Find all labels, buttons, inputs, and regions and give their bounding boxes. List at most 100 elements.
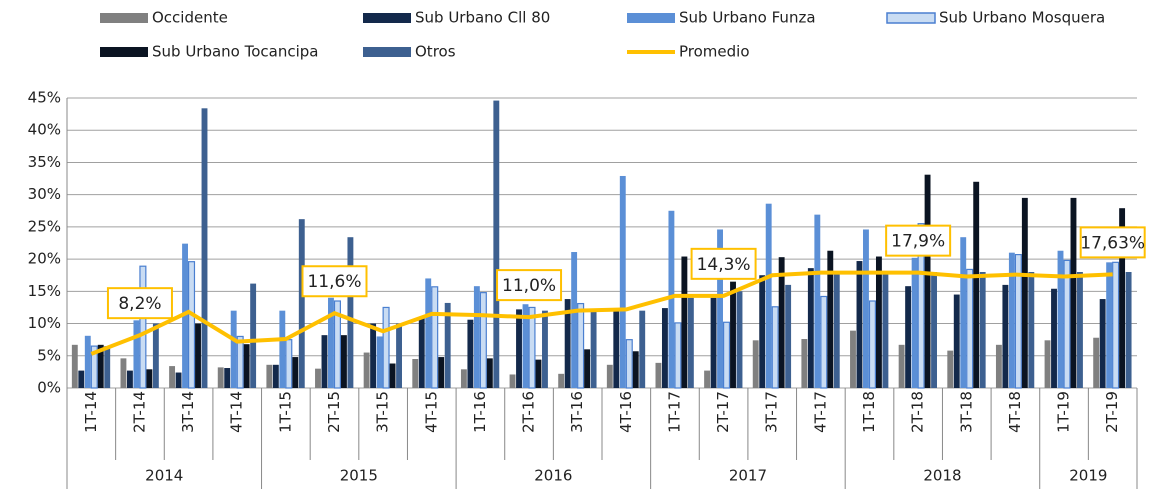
bar bbox=[730, 281, 736, 388]
bar bbox=[1044, 340, 1051, 388]
bar bbox=[418, 317, 425, 388]
bar bbox=[882, 272, 889, 388]
bar bbox=[1106, 262, 1113, 388]
bar bbox=[801, 339, 808, 388]
bar bbox=[90, 345, 98, 389]
y-tick-label: 15% bbox=[28, 282, 61, 300]
bar bbox=[717, 229, 723, 388]
bar bbox=[493, 100, 500, 389]
x-tick-label: 4T-18 bbox=[1006, 391, 1024, 433]
bar bbox=[1051, 288, 1057, 388]
bar bbox=[619, 175, 626, 388]
bar bbox=[674, 322, 682, 389]
legend-swatch bbox=[886, 12, 936, 24]
bar bbox=[898, 344, 905, 388]
bar bbox=[833, 272, 840, 388]
bar bbox=[1093, 337, 1100, 388]
y-tick-label: 20% bbox=[28, 250, 61, 268]
bar bbox=[632, 351, 639, 388]
bar bbox=[104, 346, 111, 388]
bar bbox=[827, 250, 834, 388]
annotation-box bbox=[496, 269, 563, 302]
legend-label: Sub Urbano Cll 80 bbox=[415, 9, 550, 27]
bar bbox=[1119, 208, 1126, 388]
bar bbox=[139, 265, 147, 389]
x-tick-label: 2T-19 bbox=[1103, 391, 1121, 433]
bar bbox=[1057, 250, 1064, 388]
y-tick-label: 0% bbox=[37, 379, 61, 397]
annotation-box bbox=[690, 247, 757, 280]
bar bbox=[953, 294, 960, 388]
bar bbox=[778, 257, 785, 388]
x-tick-label: 3T-16 bbox=[568, 391, 586, 433]
bar bbox=[133, 320, 140, 388]
group-label: 2017 bbox=[729, 467, 767, 485]
bar bbox=[850, 330, 856, 388]
x-tick-label: 3T-14 bbox=[179, 391, 197, 433]
x-tick-label: 2T-17 bbox=[714, 391, 732, 433]
bar bbox=[979, 272, 986, 388]
annotation-box bbox=[106, 287, 173, 320]
bar bbox=[863, 229, 869, 388]
bar bbox=[577, 302, 585, 389]
legend-swatch bbox=[627, 13, 675, 23]
x-tick-label: 4T-17 bbox=[811, 391, 829, 433]
bar bbox=[528, 306, 536, 389]
bar bbox=[1002, 284, 1009, 388]
bar bbox=[1112, 261, 1120, 389]
bar bbox=[479, 292, 487, 389]
x-tick-label: 1T-17 bbox=[665, 391, 683, 433]
bar bbox=[535, 359, 542, 388]
bar bbox=[1099, 299, 1106, 388]
legend-label: Sub Urbano Tocancipa bbox=[152, 43, 319, 61]
bar bbox=[431, 286, 439, 389]
x-tick-label: 2T-14 bbox=[130, 391, 148, 433]
bar bbox=[363, 352, 370, 388]
x-tick-label: 4T-15 bbox=[422, 391, 440, 433]
bar bbox=[298, 219, 305, 388]
bar bbox=[924, 174, 931, 388]
x-tick-label: 1T-16 bbox=[471, 391, 489, 433]
bar bbox=[97, 344, 104, 388]
bar bbox=[195, 323, 201, 388]
legend-label: Occidente bbox=[152, 9, 228, 27]
bar bbox=[1028, 272, 1035, 388]
bar bbox=[486, 358, 493, 388]
bar bbox=[931, 272, 937, 388]
x-tick-label: 2T-18 bbox=[909, 391, 927, 433]
bar bbox=[807, 268, 814, 388]
bar bbox=[120, 358, 127, 388]
legend-swatch bbox=[100, 47, 148, 57]
bar bbox=[315, 368, 321, 388]
bar bbox=[814, 214, 821, 388]
bar bbox=[1070, 197, 1077, 388]
bar bbox=[558, 373, 565, 388]
bar bbox=[661, 308, 668, 388]
bar bbox=[752, 340, 759, 388]
bar bbox=[542, 310, 548, 388]
bar bbox=[84, 335, 91, 388]
bar bbox=[584, 349, 591, 388]
bar bbox=[875, 256, 882, 388]
bar bbox=[412, 359, 419, 388]
bar bbox=[704, 370, 711, 388]
line bbox=[90, 270, 1113, 356]
y-tick-label: 25% bbox=[28, 217, 61, 235]
x-tick-label: 1T-19 bbox=[1055, 391, 1073, 433]
bar bbox=[639, 310, 646, 388]
bar bbox=[917, 223, 925, 389]
x-tick-label: 4T-16 bbox=[617, 391, 635, 433]
bar bbox=[564, 299, 571, 388]
bar bbox=[321, 335, 328, 388]
bar bbox=[759, 275, 766, 388]
bar bbox=[516, 309, 522, 388]
annotation-box bbox=[301, 265, 368, 298]
legend-swatch bbox=[363, 13, 411, 23]
bar bbox=[966, 268, 974, 389]
bar bbox=[382, 306, 390, 389]
data-label: 17,63% bbox=[1080, 233, 1145, 253]
group-label: 2014 bbox=[145, 467, 183, 485]
bar bbox=[266, 364, 273, 388]
bar bbox=[370, 323, 377, 388]
bar bbox=[1008, 252, 1015, 388]
